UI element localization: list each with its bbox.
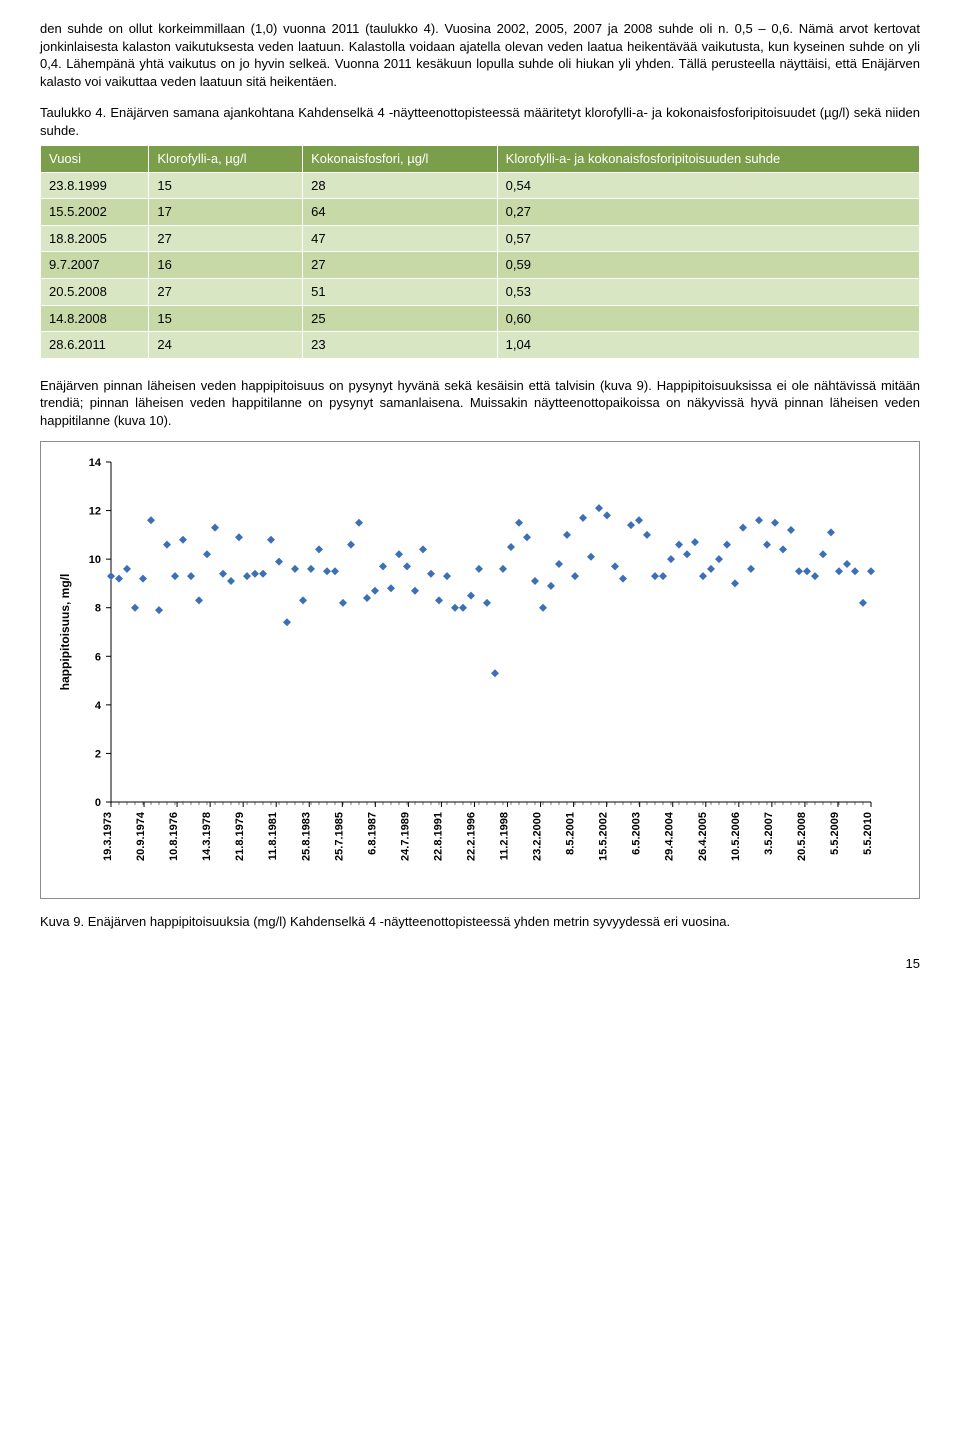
svg-text:5.5.2010: 5.5.2010 [862,812,874,855]
table-cell: 47 [303,225,498,252]
table-cell: 17 [149,199,303,226]
chart-container: 0 2 4 6 8 10 12 14 happipitoisuus, mg/l 19.3.1973… [40,441,920,899]
paragraph-1: den suhde on ollut korkeimmillaan (1,0) … [40,20,920,90]
table-cell: 27 [149,279,303,306]
svg-text:12: 12 [89,506,101,518]
svg-text:25.8.1983: 25.8.1983 [300,812,312,861]
table-header-cell: Vuosi [41,146,149,173]
svg-text:10.5.2006: 10.5.2006 [730,812,742,861]
svg-text:10: 10 [89,554,101,566]
table-cell: 0,54 [497,172,919,199]
svg-text:26.4.2005: 26.4.2005 [697,812,709,861]
table-header-cell: Kokonaisfosfori, µg/l [303,146,498,173]
svg-text:2: 2 [95,749,101,761]
data-table: VuosiKlorofylli-a, µg/lKokonaisfosfori, … [40,145,920,358]
svg-text:21.8.1979: 21.8.1979 [234,812,246,861]
table-cell: 14.8.2008 [41,305,149,332]
table-cell: 15 [149,172,303,199]
table-caption: Taulukko 4. Enäjärven samana ajankohtana… [40,104,920,139]
svg-text:29.4.2004: 29.4.2004 [664,811,676,861]
table-row: 20.5.200827510,53 [41,279,920,306]
svg-text:10.8.1976: 10.8.1976 [168,812,180,861]
figure-caption: Kuva 9. Enäjärven happipitoisuuksia (mg/… [40,913,920,931]
table-cell: 0,57 [497,225,919,252]
table-cell: 23.8.1999 [41,172,149,199]
table-cell: 0,59 [497,252,919,279]
svg-text:23.2.2000: 23.2.2000 [532,812,544,861]
table-row: 23.8.199915280,54 [41,172,920,199]
svg-text:5.5.2009: 5.5.2009 [829,812,841,855]
svg-text:19.3.1973: 19.3.1973 [102,812,114,861]
page-number: 15 [40,955,920,973]
svg-text:6: 6 [95,652,101,664]
svg-text:22.8.1991: 22.8.1991 [432,812,444,861]
svg-text:11.8.1981: 11.8.1981 [267,812,279,860]
svg-text:8: 8 [95,603,101,615]
svg-text:14: 14 [89,457,102,469]
svg-text:20.9.1974: 20.9.1974 [135,811,147,861]
scatter-chart: 0 2 4 6 8 10 12 14 happipitoisuus, mg/l 19.3.1973… [51,452,891,892]
svg-text:14.3.1978: 14.3.1978 [201,812,213,861]
table-row: 18.8.200527470,57 [41,225,920,252]
table-cell: 15 [149,305,303,332]
table-row: 9.7.200716270,59 [41,252,920,279]
svg-text:11.2.1998: 11.2.1998 [499,812,511,860]
table-cell: 28 [303,172,498,199]
svg-text:6.5.2003: 6.5.2003 [631,812,643,855]
table-cell: 64 [303,199,498,226]
table-row: 28.6.201124231,04 [41,332,920,359]
table-cell: 15.5.2002 [41,199,149,226]
table-cell: 23 [303,332,498,359]
svg-text:20.5.2008: 20.5.2008 [796,812,808,861]
table-row: 15.5.200217640,27 [41,199,920,226]
table-cell: 24 [149,332,303,359]
svg-text:8.5.2001: 8.5.2001 [565,812,577,855]
table-cell: 27 [303,252,498,279]
table-cell: 0,27 [497,199,919,226]
svg-text:4: 4 [95,700,102,712]
svg-text:22.2.1996: 22.2.1996 [465,812,477,861]
table-row: 14.8.200815250,60 [41,305,920,332]
paragraph-2: Enäjärven pinnan läheisen veden happipit… [40,377,920,430]
svg-text:3.5.2007: 3.5.2007 [763,812,775,855]
svg-text:0: 0 [95,797,101,809]
table-cell: 51 [303,279,498,306]
table-cell: 16 [149,252,303,279]
table-cell: 27 [149,225,303,252]
table-cell: 0,53 [497,279,919,306]
svg-text:6.8.1987: 6.8.1987 [366,812,378,855]
table-header-cell: Klorofylli-a- ja kokonaisfosforipitoisuu… [497,146,919,173]
table-cell: 9.7.2007 [41,252,149,279]
table-header-cell: Klorofylli-a, µg/l [149,146,303,173]
table-cell: 0,60 [497,305,919,332]
svg-text:25.7.1985: 25.7.1985 [333,812,345,861]
table-cell: 18.8.2005 [41,225,149,252]
svg-text:happipitoisuus, mg/l: happipitoisuus, mg/l [58,574,72,691]
table-cell: 1,04 [497,332,919,359]
table-cell: 28.6.2011 [41,332,149,359]
table-cell: 25 [303,305,498,332]
svg-text:15.5.2002: 15.5.2002 [598,812,610,861]
table-cell: 20.5.2008 [41,279,149,306]
svg-text:24.7.1989: 24.7.1989 [399,812,411,861]
